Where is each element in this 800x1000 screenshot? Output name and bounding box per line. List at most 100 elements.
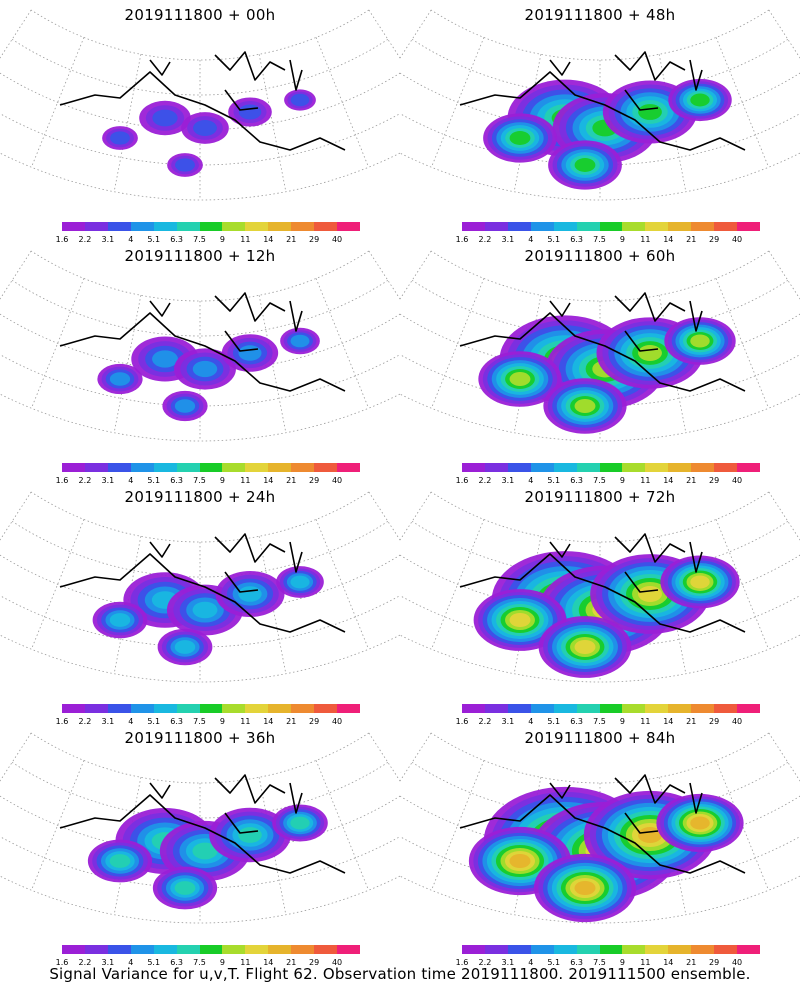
meridian-line xyxy=(0,732,32,782)
colorbar-label: 2.2 xyxy=(78,717,92,726)
colorbar-label: 11 xyxy=(240,958,251,967)
colorbar-swatch xyxy=(668,945,692,954)
meridian-line xyxy=(258,536,287,674)
colorbar-label: 40 xyxy=(331,235,343,244)
colorbar-swatch xyxy=(199,704,223,713)
colorbar-label: 40 xyxy=(731,476,743,485)
meridian-line xyxy=(31,278,85,409)
meridian-line xyxy=(31,519,85,650)
colorbar-swatch xyxy=(84,222,108,231)
variance-contour xyxy=(238,586,262,602)
meridian-line xyxy=(368,9,400,59)
colorbar-swatch xyxy=(84,463,108,472)
variance-contour xyxy=(290,816,310,830)
map-panel: 2019111800 + 72h 1.6 2.2 3.1 4 5.1 6.3 7.5 9 11 14… xyxy=(400,482,800,726)
colorbar-swatch xyxy=(507,704,531,713)
colorbar-label: 5.1 xyxy=(547,235,561,244)
colorbar-label: 29 xyxy=(709,717,720,726)
colorbar-swatch xyxy=(291,704,315,713)
colorbar xyxy=(62,704,360,713)
meridian-line xyxy=(368,250,400,300)
colorbar-label: 3.1 xyxy=(101,235,115,244)
colorbar-label: 4 xyxy=(128,958,134,967)
colorbar-swatch xyxy=(507,222,531,231)
colorbar-swatch xyxy=(337,463,360,472)
colorbar-label: 21 xyxy=(286,717,297,726)
variance-contour xyxy=(574,880,596,896)
meridian-line xyxy=(768,250,800,300)
colorbar-label: 14 xyxy=(663,476,674,485)
colorbar-label: 21 xyxy=(286,235,297,244)
meridian-line xyxy=(658,54,687,192)
meridian-line xyxy=(0,9,32,59)
colorbar-label: 7.5 xyxy=(593,476,606,485)
colorbar-label: 29 xyxy=(309,235,320,244)
coastline xyxy=(59,774,346,874)
meridian-line xyxy=(431,37,485,168)
variance-contour xyxy=(238,104,262,120)
colorbar-swatch xyxy=(291,945,315,954)
colorbar-labels: 1.6 2.2 3.1 4 5.1 6.3 7.5 9 11 14 21 29 40 xyxy=(450,476,772,486)
colorbar-label: 2.2 xyxy=(478,235,492,244)
parallel-line xyxy=(11,521,389,578)
colorbar-label: 5.1 xyxy=(547,717,561,726)
colorbar-swatch xyxy=(153,463,177,472)
colorbar-labels: 1.6 2.2 3.1 4 5.1 6.3 7.5 9 11 14 21 29 40 xyxy=(450,717,772,727)
colorbar-label: 9 xyxy=(619,235,625,244)
meridian-line xyxy=(315,278,369,409)
colorbar-label: 11 xyxy=(640,476,651,485)
panel-title: 2019111800 + 36h xyxy=(124,729,276,747)
colorbar-swatch xyxy=(107,945,131,954)
variance-contour xyxy=(175,158,195,172)
colorbar-label: 14 xyxy=(263,235,274,244)
colorbar-label: 2.2 xyxy=(78,958,92,967)
colorbar-label: 5.1 xyxy=(147,476,161,485)
colorbar-swatch xyxy=(130,704,154,713)
colorbar-swatch xyxy=(622,704,646,713)
colorbar-label: 3.1 xyxy=(101,476,115,485)
parallel-line xyxy=(430,491,770,543)
colorbar-swatch xyxy=(530,463,554,472)
variance-field xyxy=(102,89,316,177)
figure-caption: Signal Variance for u,v,T. Flight 62. Ob… xyxy=(49,965,751,983)
variance-field xyxy=(478,315,736,434)
meridian-line xyxy=(715,37,769,168)
colorbar-label: 3.1 xyxy=(101,717,115,726)
colorbar-label: 11 xyxy=(640,235,651,244)
parallel-line xyxy=(30,491,370,543)
colorbar-swatch xyxy=(176,222,200,231)
variance-contour xyxy=(509,613,531,627)
colorbar-label: 14 xyxy=(263,958,274,967)
colorbar-swatch xyxy=(245,704,269,713)
colorbar-swatch xyxy=(737,945,760,954)
colorbar-swatch xyxy=(714,222,738,231)
colorbar-swatch xyxy=(176,945,200,954)
colorbar-swatch xyxy=(222,222,246,231)
variance-contour xyxy=(690,816,710,830)
parallel-line xyxy=(0,836,400,889)
variance-map xyxy=(0,9,400,201)
meridian-line xyxy=(431,278,485,409)
variance-contour xyxy=(290,334,310,348)
meridian-line xyxy=(768,732,800,782)
colorbar-swatch xyxy=(314,222,338,231)
panel-title: 2019111800 + 48h xyxy=(524,6,676,24)
colorbar-swatch xyxy=(462,945,485,954)
parallel-line xyxy=(11,39,389,96)
colorbar-label: 6.3 xyxy=(570,958,583,967)
colorbar-swatch xyxy=(645,945,669,954)
coastline xyxy=(59,51,346,151)
panel-title: 2019111800 + 84h xyxy=(524,729,676,747)
variance-contour xyxy=(638,104,662,120)
meridian-line xyxy=(258,295,287,433)
meridian-line xyxy=(113,295,142,433)
variance-contour xyxy=(574,640,596,654)
variance-field xyxy=(473,551,740,678)
colorbar-label: 5.1 xyxy=(147,717,161,726)
colorbar-label: 40 xyxy=(331,958,343,967)
colorbar-swatch xyxy=(291,463,315,472)
meridian-line xyxy=(658,777,687,915)
colorbar-swatch xyxy=(599,704,623,713)
colorbar-swatch xyxy=(553,463,577,472)
colorbar-swatch xyxy=(84,704,108,713)
